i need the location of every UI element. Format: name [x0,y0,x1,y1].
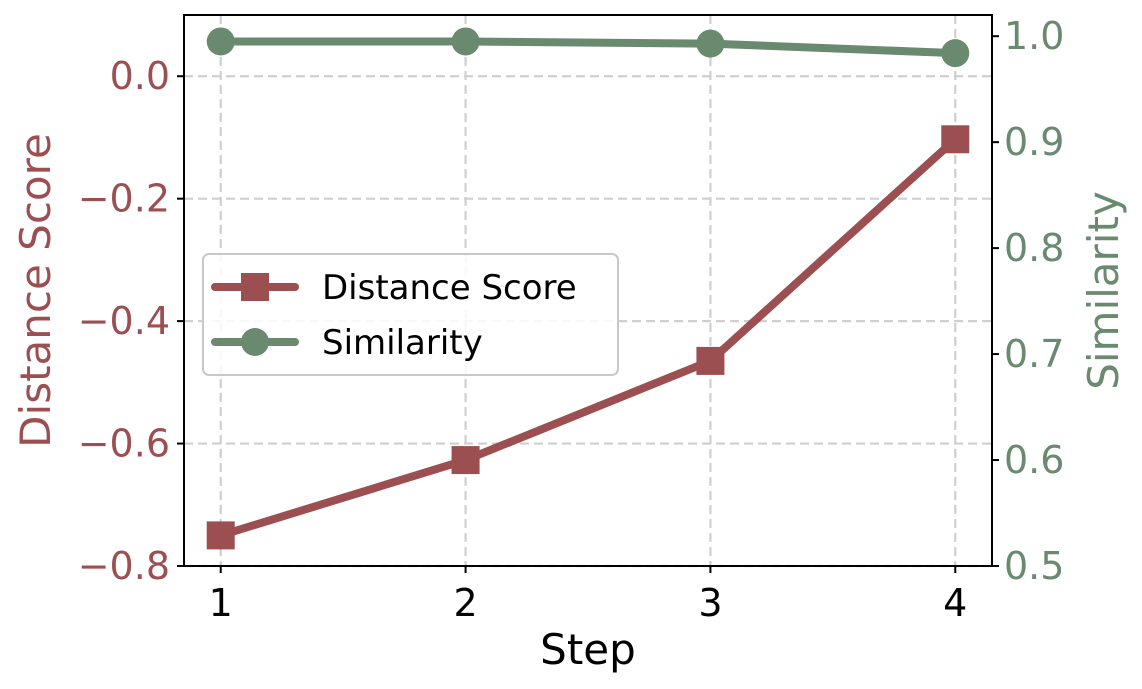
y-right-tick-label: 0.8 [1004,226,1064,270]
x-tick-label: 3 [698,581,722,625]
legend-marker-square [241,273,269,301]
legend-label: Distance Score [322,268,577,308]
y-right-tick-label: 1.0 [1004,14,1064,58]
y-left-axis-label: Distance Score [11,133,60,448]
data-point-square [451,446,480,475]
y-left-tick-label: −0.6 [78,422,170,466]
y-left-tick-label: −0.4 [78,299,170,343]
y-right-tick-label: 0.6 [1004,438,1064,482]
y-right-tick-label: 0.7 [1004,332,1064,376]
data-point-circle [451,27,480,56]
x-axis-label: Step [540,625,636,674]
series-layer [206,27,970,550]
legend-marker-circle [241,328,269,356]
plot-frame [183,14,993,567]
data-point-square [206,521,235,550]
data-point-circle [206,27,235,56]
grid-lines [184,15,992,568]
data-point-circle [696,29,725,58]
data-point-circle [941,39,970,68]
data-point-square [696,346,725,375]
x-tick-label: 1 [209,581,233,625]
y-right-axis-label: Similarity [1079,191,1128,390]
y-right-tick-label: 0.9 [1004,120,1064,164]
series-line-0 [216,135,960,540]
x-tick-label: 4 [943,581,967,625]
legend-box [202,253,619,376]
data-point-square [941,125,970,154]
legend: Distance Score Similarity [202,253,619,376]
y-left-tick-label: −0.8 [78,544,170,588]
y-left-tick-label: 0.0 [110,54,170,98]
y-right-tick-label: 0.5 [1004,544,1064,588]
y-left-tick-label: −0.2 [78,177,170,221]
legend-label: Similarity [322,323,483,363]
series-line-1 [216,37,960,58]
x-tick-label: 2 [453,581,477,625]
axes: 1 2 3 4 −0.8 −0.6 −0.4 −0.2 0.0 0.5 0.6 0.7 0.8 0.9 1.… [11,14,1128,674]
